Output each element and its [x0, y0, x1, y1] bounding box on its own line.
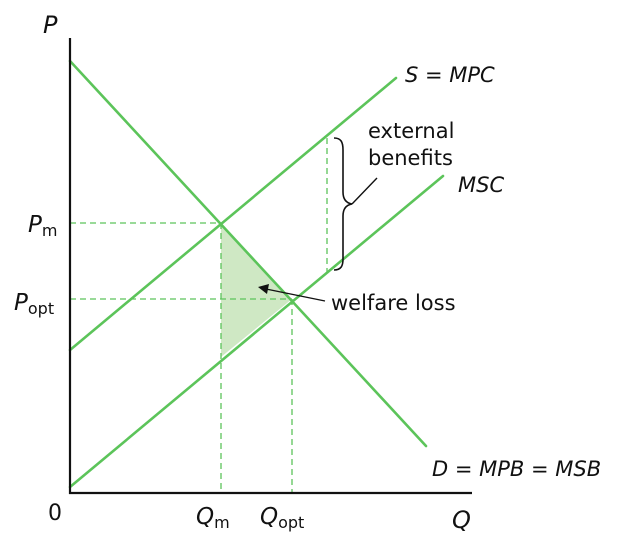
pm-label-main: P: [28, 212, 42, 238]
pm-label: Pm: [28, 212, 57, 240]
y-axis-label: P: [43, 11, 58, 39]
external-benefits-leader: [351, 177, 378, 205]
qm-label-main: Q: [196, 504, 214, 530]
welfare-loss-arrowhead: [258, 284, 269, 294]
welfare-loss-label: welfare loss: [331, 291, 456, 315]
popt-label: Popt: [14, 290, 54, 318]
welfare-loss-area: [221, 223, 292, 357]
qm-label: Qm: [196, 504, 230, 532]
demand-curve-label: D = MPB = MSB: [432, 457, 601, 481]
supply-curve-label: S = MPC: [405, 63, 495, 87]
qopt-label: Qopt: [260, 504, 304, 532]
demand-msb-curve: [68, 59, 428, 448]
msc-curve: [68, 174, 445, 489]
msc-curve-label: MSC: [458, 173, 504, 197]
external-benefits-line2: benefits: [368, 146, 453, 170]
qm-label-sub: m: [214, 513, 230, 532]
external-benefits-line1: external: [368, 119, 454, 143]
supply-mpc-curve: [68, 76, 398, 352]
qopt-label-sub: opt: [278, 513, 304, 532]
popt-label-main: P: [14, 290, 28, 316]
welfare-loss-arrow-shaft: [265, 288, 326, 302]
qopt-label-main: Q: [260, 504, 278, 530]
popt-label-sub: opt: [28, 299, 54, 318]
guide-lines: [70, 138, 328, 493]
external-benefits-brace: [333, 137, 353, 271]
origin-label: 0: [48, 501, 62, 526]
x-axis-label: Q: [452, 506, 471, 534]
pm-label-sub: m: [42, 221, 58, 240]
